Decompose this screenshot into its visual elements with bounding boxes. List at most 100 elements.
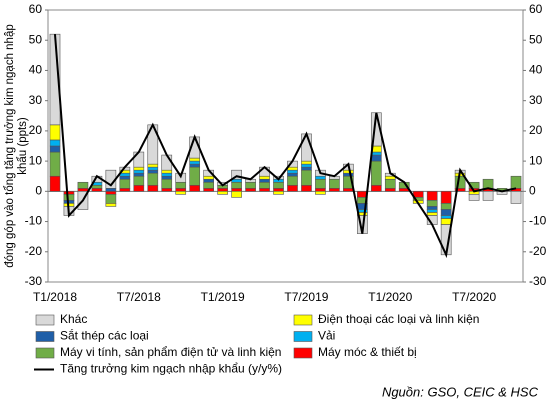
bar-segment — [147, 163, 159, 168]
bar-segment — [133, 175, 145, 186]
y2-tick-label: 50 — [529, 32, 543, 46]
bar-segment — [315, 175, 326, 180]
bar-segment — [175, 181, 187, 189]
bar-segment — [161, 188, 173, 192]
bar-segment — [147, 172, 159, 186]
bar-segment — [287, 166, 298, 171]
bar-segment — [147, 184, 159, 192]
y-tick-label: 0 — [35, 184, 42, 198]
bar-segment — [49, 151, 61, 177]
bar-segment — [440, 218, 452, 225]
legend-swatch — [293, 314, 313, 326]
bar-segment — [343, 169, 354, 174]
bar-segment — [482, 191, 494, 201]
bar-segment — [189, 163, 201, 168]
bar-segment — [49, 139, 61, 147]
bar-segment — [119, 172, 131, 177]
bar-segment — [440, 191, 452, 204]
bar-segment — [77, 188, 89, 192]
source: Nguồn: GSO, CEIC & HSC — [382, 384, 539, 399]
bar-segment — [384, 178, 396, 189]
bar-segment — [49, 145, 61, 153]
y-tick-label: 50 — [29, 32, 43, 46]
bar-segment — [259, 181, 270, 189]
bar-segment — [259, 178, 270, 183]
bar-segment — [510, 191, 522, 204]
bar-segment — [91, 188, 103, 192]
bar-segment — [105, 194, 117, 204]
bar-segment — [189, 157, 201, 162]
bar-segment — [370, 151, 382, 156]
bar-segment — [301, 166, 312, 171]
bar-segment — [133, 184, 145, 192]
legend-label: Sắt thép các loại — [60, 328, 149, 343]
bar-segment — [301, 169, 312, 186]
bar-segment — [49, 124, 61, 141]
bar-segment — [77, 181, 89, 189]
bar-segment — [468, 194, 480, 201]
bar-segment — [175, 188, 187, 192]
bar-segment — [119, 175, 131, 180]
bar-segment — [133, 172, 145, 177]
bar-segment — [329, 178, 340, 189]
x-tick-label: T7/2020 — [452, 290, 496, 304]
plot-frame — [47, 9, 524, 283]
bar-segment — [217, 188, 228, 192]
bar-segment — [482, 178, 494, 189]
y-axis-label: đóng góp vào tổng tăng trưởng kim ngạch … — [4, 24, 29, 268]
bar-segment — [133, 151, 145, 168]
bar-segment — [231, 169, 242, 180]
bar-segment — [203, 178, 214, 183]
bar-segment — [426, 206, 438, 210]
bar-segment — [203, 188, 214, 192]
bar-segment — [203, 175, 214, 180]
bar-segment — [259, 166, 270, 177]
bar-segment — [231, 188, 242, 192]
legend-label: Tăng trưởng kim ngạch nhập khẩu (y/y%) — [60, 362, 282, 376]
y2-tick-label: -10 — [529, 214, 547, 228]
bar-segment — [329, 188, 340, 192]
legend-swatch — [293, 331, 313, 342]
bar-segment — [231, 181, 242, 189]
bar-segment — [287, 175, 298, 186]
y-tick-label: -30 — [25, 274, 43, 288]
x-tick-label: T7/2018 — [117, 290, 161, 304]
bar-segment — [440, 215, 452, 219]
bar-segment — [301, 184, 312, 192]
y-tick-label: -10 — [25, 214, 43, 228]
bar-segment — [147, 166, 159, 171]
y2-tick-label: 0 — [529, 184, 536, 198]
bar-segment — [63, 191, 75, 195]
bar-segment — [273, 191, 284, 195]
y2-tick-label: -20 — [529, 244, 547, 258]
y2-tick-label: 30 — [529, 93, 543, 107]
bar-segment — [161, 178, 173, 189]
bar-segment — [287, 184, 298, 192]
bar-segment — [189, 160, 201, 165]
bar-segment — [49, 175, 61, 192]
bar-segment — [440, 203, 452, 210]
legend-label: Điện thoại các loại và linh kiện — [318, 312, 479, 326]
bar-segment — [245, 181, 256, 189]
bar-segment — [175, 191, 187, 195]
bar-segment — [189, 166, 201, 186]
bar-segment — [343, 172, 354, 177]
legend-swatch — [293, 347, 313, 359]
y-tick-label: 10 — [29, 153, 43, 167]
legend-swatch — [35, 314, 55, 326]
x-tick-label: T7/2019 — [284, 290, 328, 304]
y-axis-label-line: đóng góp vào tổng tăng trưởng kim ngạch … — [4, 24, 16, 268]
x-tick-label: T1/2019 — [201, 290, 245, 304]
legend-label: Khác — [60, 312, 87, 326]
bar-segment — [273, 188, 284, 192]
legend-swatch — [35, 347, 55, 359]
bar-segment — [259, 175, 270, 180]
bar-segment — [161, 169, 173, 174]
y2-tick-label: -30 — [529, 274, 547, 288]
y-tick-label: 30 — [29, 93, 43, 107]
bar-segment — [370, 184, 382, 192]
bar-segment — [426, 212, 438, 216]
bar-segment — [231, 191, 242, 198]
line — [53, 34, 517, 259]
